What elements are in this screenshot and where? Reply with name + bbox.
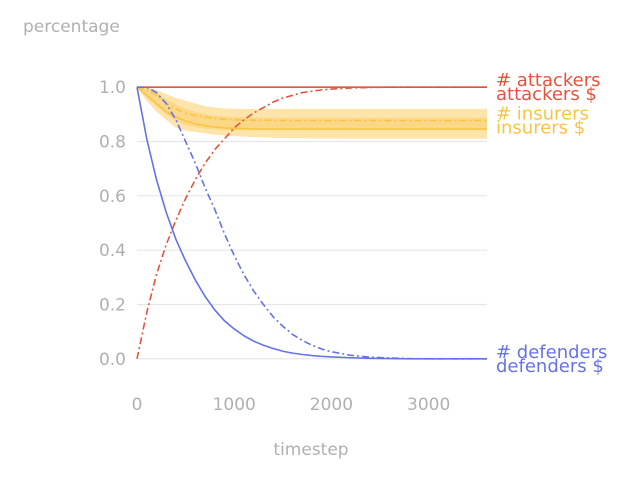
y-tick-label: 0.4: [99, 241, 126, 261]
y-tick-label: 1.0: [99, 78, 126, 98]
x-tick-label: 3000: [407, 395, 450, 415]
x-tick-label: 1000: [213, 395, 256, 415]
series-lines: [136, 86, 487, 360]
x-tick-label: 0: [132, 395, 143, 415]
insurers-band: [137, 87, 487, 139]
y-tick-labels: 0.0 0.2 0.4 0.6 0.8 1.0: [99, 78, 126, 370]
x-axis-title: timestep: [273, 440, 348, 460]
y-tick-label: 0.2: [99, 296, 126, 316]
series-label: # attackers: [496, 70, 601, 91]
y-axis-title: percentage: [23, 17, 120, 37]
series-label: # defenders: [496, 342, 607, 363]
x-tick-label: 2000: [310, 395, 353, 415]
series-label: attackers $: [496, 84, 597, 105]
y-tick-label: 0.6: [99, 187, 126, 207]
series-label: defenders $: [496, 356, 604, 377]
insurers-line: [136, 86, 487, 122]
defenders-line: [136, 87, 487, 360]
series-label: # insurers: [496, 104, 589, 125]
x-tick-labels: 0 1000 2000 3000: [132, 395, 451, 415]
series-label: insurers $: [496, 118, 585, 139]
confidence-bands: [137, 87, 487, 139]
insurers-line: [136, 86, 487, 130]
attackers-line: [136, 86, 487, 359]
y-tick-label: 0.0: [99, 350, 126, 370]
y-tick-label: 0.8: [99, 133, 126, 153]
